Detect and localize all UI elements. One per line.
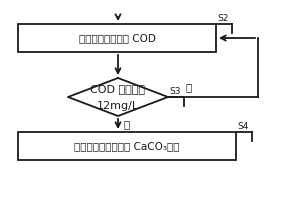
Text: 12mg/L: 12mg/L — [97, 101, 139, 111]
Text: S2: S2 — [217, 14, 228, 23]
Bar — [18, 132, 236, 160]
Bar — [18, 24, 216, 52]
Text: COD 浓度低于: COD 浓度低于 — [91, 84, 146, 94]
Text: 是: 是 — [123, 119, 129, 129]
Text: S4: S4 — [237, 122, 248, 131]
Text: 启动阴电极，去除 COD: 启动阴电极，去除 COD — [79, 33, 155, 43]
Text: 否: 否 — [186, 82, 192, 92]
Text: S3: S3 — [169, 87, 181, 96]
Text: 化学结晶造粒，得到 CaCO₃晶体: 化学结晶造粒，得到 CaCO₃晶体 — [74, 141, 180, 151]
